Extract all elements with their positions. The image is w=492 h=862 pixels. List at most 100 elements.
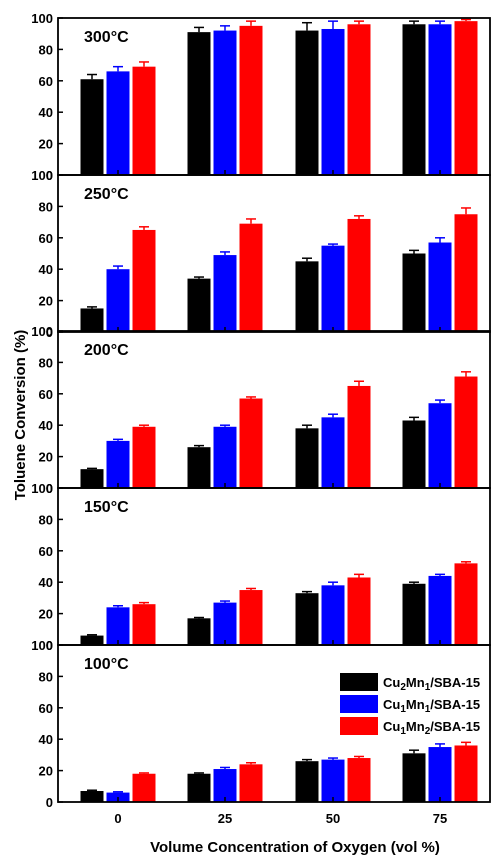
bar: [106, 440, 130, 488]
bar: [80, 79, 104, 175]
panel-bars: [80, 207, 478, 332]
x-tick-label: 25: [218, 811, 232, 826]
panel-bars: [80, 371, 478, 488]
y-tick-label: 80: [39, 669, 53, 684]
y-tick-label: 20: [39, 450, 53, 465]
panel-bars: [80, 741, 478, 802]
y-tick-label: 0: [46, 481, 53, 496]
panel-4: 0 20 40 60 80 100 100°C: [31, 638, 491, 810]
bar: [80, 469, 104, 488]
bar: [454, 214, 478, 332]
legend-swatch: [340, 717, 378, 735]
y-tick-label: 0: [46, 325, 53, 340]
bar: [132, 229, 156, 332]
bar: [347, 577, 371, 645]
y-tick-label: 80: [39, 42, 53, 57]
bar: [239, 764, 263, 802]
bar: [454, 745, 478, 802]
y-tick-label: 0: [46, 168, 53, 183]
panel-frame: [57, 174, 491, 333]
x-axis-title: Volume Concentration of Oxygen (vol %): [150, 839, 440, 856]
bar: [132, 426, 156, 488]
bar: [347, 24, 371, 175]
bar: [132, 773, 156, 802]
y-tick-label: 100: [31, 324, 53, 339]
bar: [428, 403, 452, 488]
bar: [295, 261, 319, 332]
bar: [213, 769, 237, 802]
bar: [80, 635, 104, 645]
bar: [321, 417, 345, 488]
y-tick-label: 40: [39, 732, 53, 747]
y-tick-label: 40: [39, 262, 53, 277]
bar: [187, 278, 211, 332]
bar: [106, 269, 130, 332]
y-tick-label: 100: [31, 168, 53, 183]
bar: [295, 428, 319, 488]
bar: [80, 791, 104, 802]
y-tick-label: 60: [39, 701, 53, 716]
panel-label: 250°C: [84, 186, 129, 203]
bar: [132, 604, 156, 645]
bar: [80, 308, 104, 332]
y-tick-label: 0: [46, 638, 53, 653]
y-tick-label: 20: [39, 294, 53, 309]
y-tick-label: 60: [39, 387, 53, 402]
bar: [187, 447, 211, 488]
bar: [239, 590, 263, 645]
bar: [106, 607, 130, 645]
y-tick-label: 60: [39, 74, 53, 89]
y-tick-label: 60: [39, 544, 53, 559]
bar: [321, 585, 345, 645]
bar: [295, 593, 319, 645]
y-tick-label: 40: [39, 575, 53, 590]
bar: [402, 420, 426, 488]
bar: [428, 24, 452, 175]
legend-swatch: [340, 695, 378, 713]
y-tick-label: 80: [39, 512, 53, 527]
bar: [321, 759, 345, 802]
bar: [239, 398, 263, 488]
bar: [402, 253, 426, 332]
legend-label: Cu1Mn2/SBA-15: [383, 719, 480, 737]
x-tick-label: 0: [114, 811, 121, 826]
bar: [402, 583, 426, 645]
panel-label: 150°C: [84, 499, 129, 516]
chart-panels: 0 20 40 60 80 100 300°C 0 20 40 60 80 100 250°C 0 20 40 6…: [31, 11, 491, 826]
y-tick-label: 80: [39, 355, 53, 370]
bar: [454, 21, 478, 175]
bar: [347, 385, 371, 488]
y-tick-label: 60: [39, 231, 53, 246]
bar: [132, 66, 156, 175]
legend: Cu2Mn1/SBA-15 Cu1Mn1/SBA-15 Cu1Mn2/SBA-15: [340, 673, 480, 737]
bar: [347, 218, 371, 332]
x-tick-label: 75: [433, 811, 447, 826]
y-tick-label: 40: [39, 105, 53, 120]
panel-2: 0 20 40 60 80 100 200°C: [31, 324, 491, 496]
panel-label: 100°C: [84, 656, 129, 673]
legend-label: Cu2Mn1/SBA-15: [383, 675, 480, 693]
bar: [213, 255, 237, 332]
y-tick-label: 100: [31, 11, 53, 26]
panel-label: 300°C: [84, 29, 129, 46]
bar: [428, 242, 452, 332]
panel-frame: [57, 644, 491, 803]
y-tick-label: 100: [31, 638, 53, 653]
bar: [213, 30, 237, 175]
bar: [402, 753, 426, 802]
y-tick-label: 20: [39, 137, 53, 152]
legend-label: Cu1Mn1/SBA-15: [383, 697, 480, 715]
bar: [239, 25, 263, 175]
bar: [454, 563, 478, 645]
bar: [321, 28, 345, 175]
bar: [187, 618, 211, 645]
y-tick-label: 20: [39, 764, 53, 779]
y-tick-label: 0: [46, 795, 53, 810]
panel-1: 0 20 40 60 80 100 250°C: [31, 168, 491, 340]
bar: [106, 71, 130, 175]
legend-swatch: [340, 673, 378, 691]
panel-bars: [80, 18, 478, 175]
bar: [428, 575, 452, 645]
bar: [295, 30, 319, 175]
bar: [428, 747, 452, 802]
